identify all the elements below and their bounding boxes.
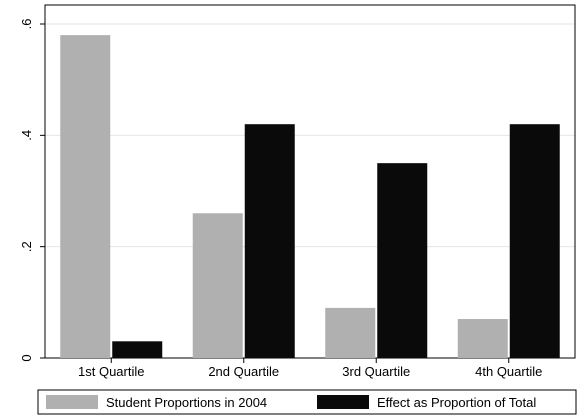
legend-swatch — [46, 395, 98, 409]
bar — [112, 341, 163, 358]
bar — [244, 124, 295, 358]
bar — [377, 163, 428, 358]
bar — [192, 213, 243, 358]
bar — [60, 35, 111, 359]
legend-swatch — [317, 395, 369, 409]
x-axis-ticks: 1st Quartile 2nd Quartile 3rd Quartile 4th … — [78, 358, 542, 379]
x-tick-label: 3rd Quartile — [342, 364, 410, 379]
y-tick-label: .4 — [19, 130, 34, 141]
gridlines — [45, 23, 575, 248]
legend-label: Student Proportions in 2004 — [106, 395, 267, 410]
bar — [457, 319, 508, 358]
y-tick-label: .6 — [19, 19, 34, 30]
y-tick-label: .2 — [19, 241, 34, 252]
y-tick-label: 0 — [19, 354, 34, 361]
x-tick-label: 2nd Quartile — [208, 364, 279, 379]
plot-area-frame — [44, 4, 576, 359]
legend: Student Proportions in 2004 Effect as Pro… — [37, 389, 577, 415]
bar — [325, 307, 376, 358]
legend-box — [37, 389, 577, 415]
y-axis-ticks: 0 .2 .4 .6 — [19, 19, 45, 362]
x-tick-label: 1st Quartile — [78, 364, 144, 379]
bar — [509, 124, 560, 358]
bars — [60, 35, 560, 359]
legend-label: Effect as Proportion of Total — [377, 395, 536, 410]
x-tick-label: 4th Quartile — [475, 364, 542, 379]
